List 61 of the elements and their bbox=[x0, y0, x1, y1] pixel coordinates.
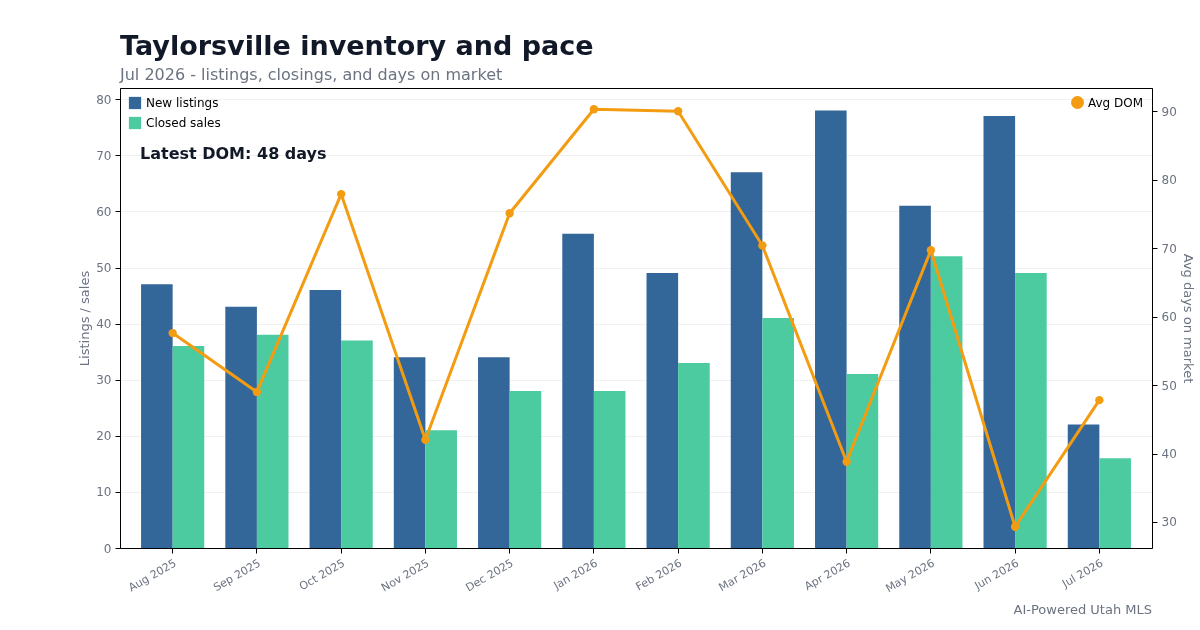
y-tick-label: 40 bbox=[96, 317, 112, 332]
text: AI-Powered Utah MLS bbox=[1013, 602, 1152, 617]
bar bbox=[341, 340, 373, 548]
bar bbox=[983, 116, 1016, 548]
bar bbox=[562, 233, 594, 548]
y2-tick-label: 40 bbox=[1161, 447, 1177, 462]
bar bbox=[309, 289, 342, 548]
bar bbox=[1015, 273, 1047, 548]
legend-label: New listings bbox=[146, 96, 219, 110]
y2-tick-label: 80 bbox=[1161, 173, 1177, 188]
bar bbox=[172, 346, 205, 548]
point bbox=[505, 209, 514, 218]
point bbox=[1010, 522, 1020, 531]
y2-tick-label: 30 bbox=[1161, 515, 1177, 530]
y-tick-label: 50 bbox=[96, 261, 112, 276]
point bbox=[758, 241, 767, 250]
chart-title: Taylorsville inventory and pace bbox=[120, 30, 594, 61]
y-tick-label: 20 bbox=[96, 429, 112, 444]
y2-tick-label: 50 bbox=[1161, 378, 1177, 393]
bar bbox=[393, 357, 426, 548]
y-tick-label: 70 bbox=[96, 148, 112, 163]
y-tick-label: 80 bbox=[96, 92, 112, 107]
legend-label: Closed sales bbox=[146, 116, 221, 130]
bar bbox=[846, 374, 879, 548]
bar bbox=[225, 306, 257, 548]
bar bbox=[678, 362, 710, 548]
bar bbox=[815, 110, 847, 548]
y-tick-label: 30 bbox=[96, 373, 112, 388]
chart-subtitle: Jul 2026 - listings, closings, and days on market bbox=[119, 65, 503, 84]
point bbox=[168, 328, 177, 338]
bar bbox=[256, 334, 289, 548]
point bbox=[842, 457, 851, 466]
bar bbox=[593, 390, 626, 548]
y2-tick-label: 70 bbox=[1161, 241, 1177, 256]
bar bbox=[509, 390, 542, 548]
y-tick-label: 60 bbox=[96, 204, 112, 219]
y-tick-label: 10 bbox=[96, 485, 112, 500]
point bbox=[926, 246, 936, 255]
bar bbox=[425, 430, 457, 548]
bar bbox=[930, 256, 963, 548]
y-axis-title: Listings / sales bbox=[77, 270, 93, 367]
legend-label: Avg DOM bbox=[1088, 95, 1144, 110]
point bbox=[673, 107, 683, 116]
bar bbox=[478, 357, 510, 548]
y2-tick-label: 90 bbox=[1161, 104, 1177, 119]
bar bbox=[646, 273, 679, 548]
y2-axis-title: Avg days on market bbox=[1180, 253, 1196, 384]
point bbox=[336, 189, 346, 199]
bar bbox=[730, 172, 763, 548]
y2-tick-label: 60 bbox=[1161, 310, 1177, 325]
point bbox=[589, 105, 599, 114]
bar bbox=[762, 318, 794, 548]
bar bbox=[141, 284, 173, 548]
bar bbox=[1067, 424, 1100, 548]
y-tick-label: 0 bbox=[103, 541, 112, 556]
point bbox=[421, 435, 430, 445]
annotation: Latest DOM: 48 days bbox=[140, 144, 327, 163]
point bbox=[252, 387, 262, 397]
point bbox=[1095, 395, 1104, 405]
bar bbox=[1099, 458, 1131, 548]
bar bbox=[899, 205, 931, 548]
